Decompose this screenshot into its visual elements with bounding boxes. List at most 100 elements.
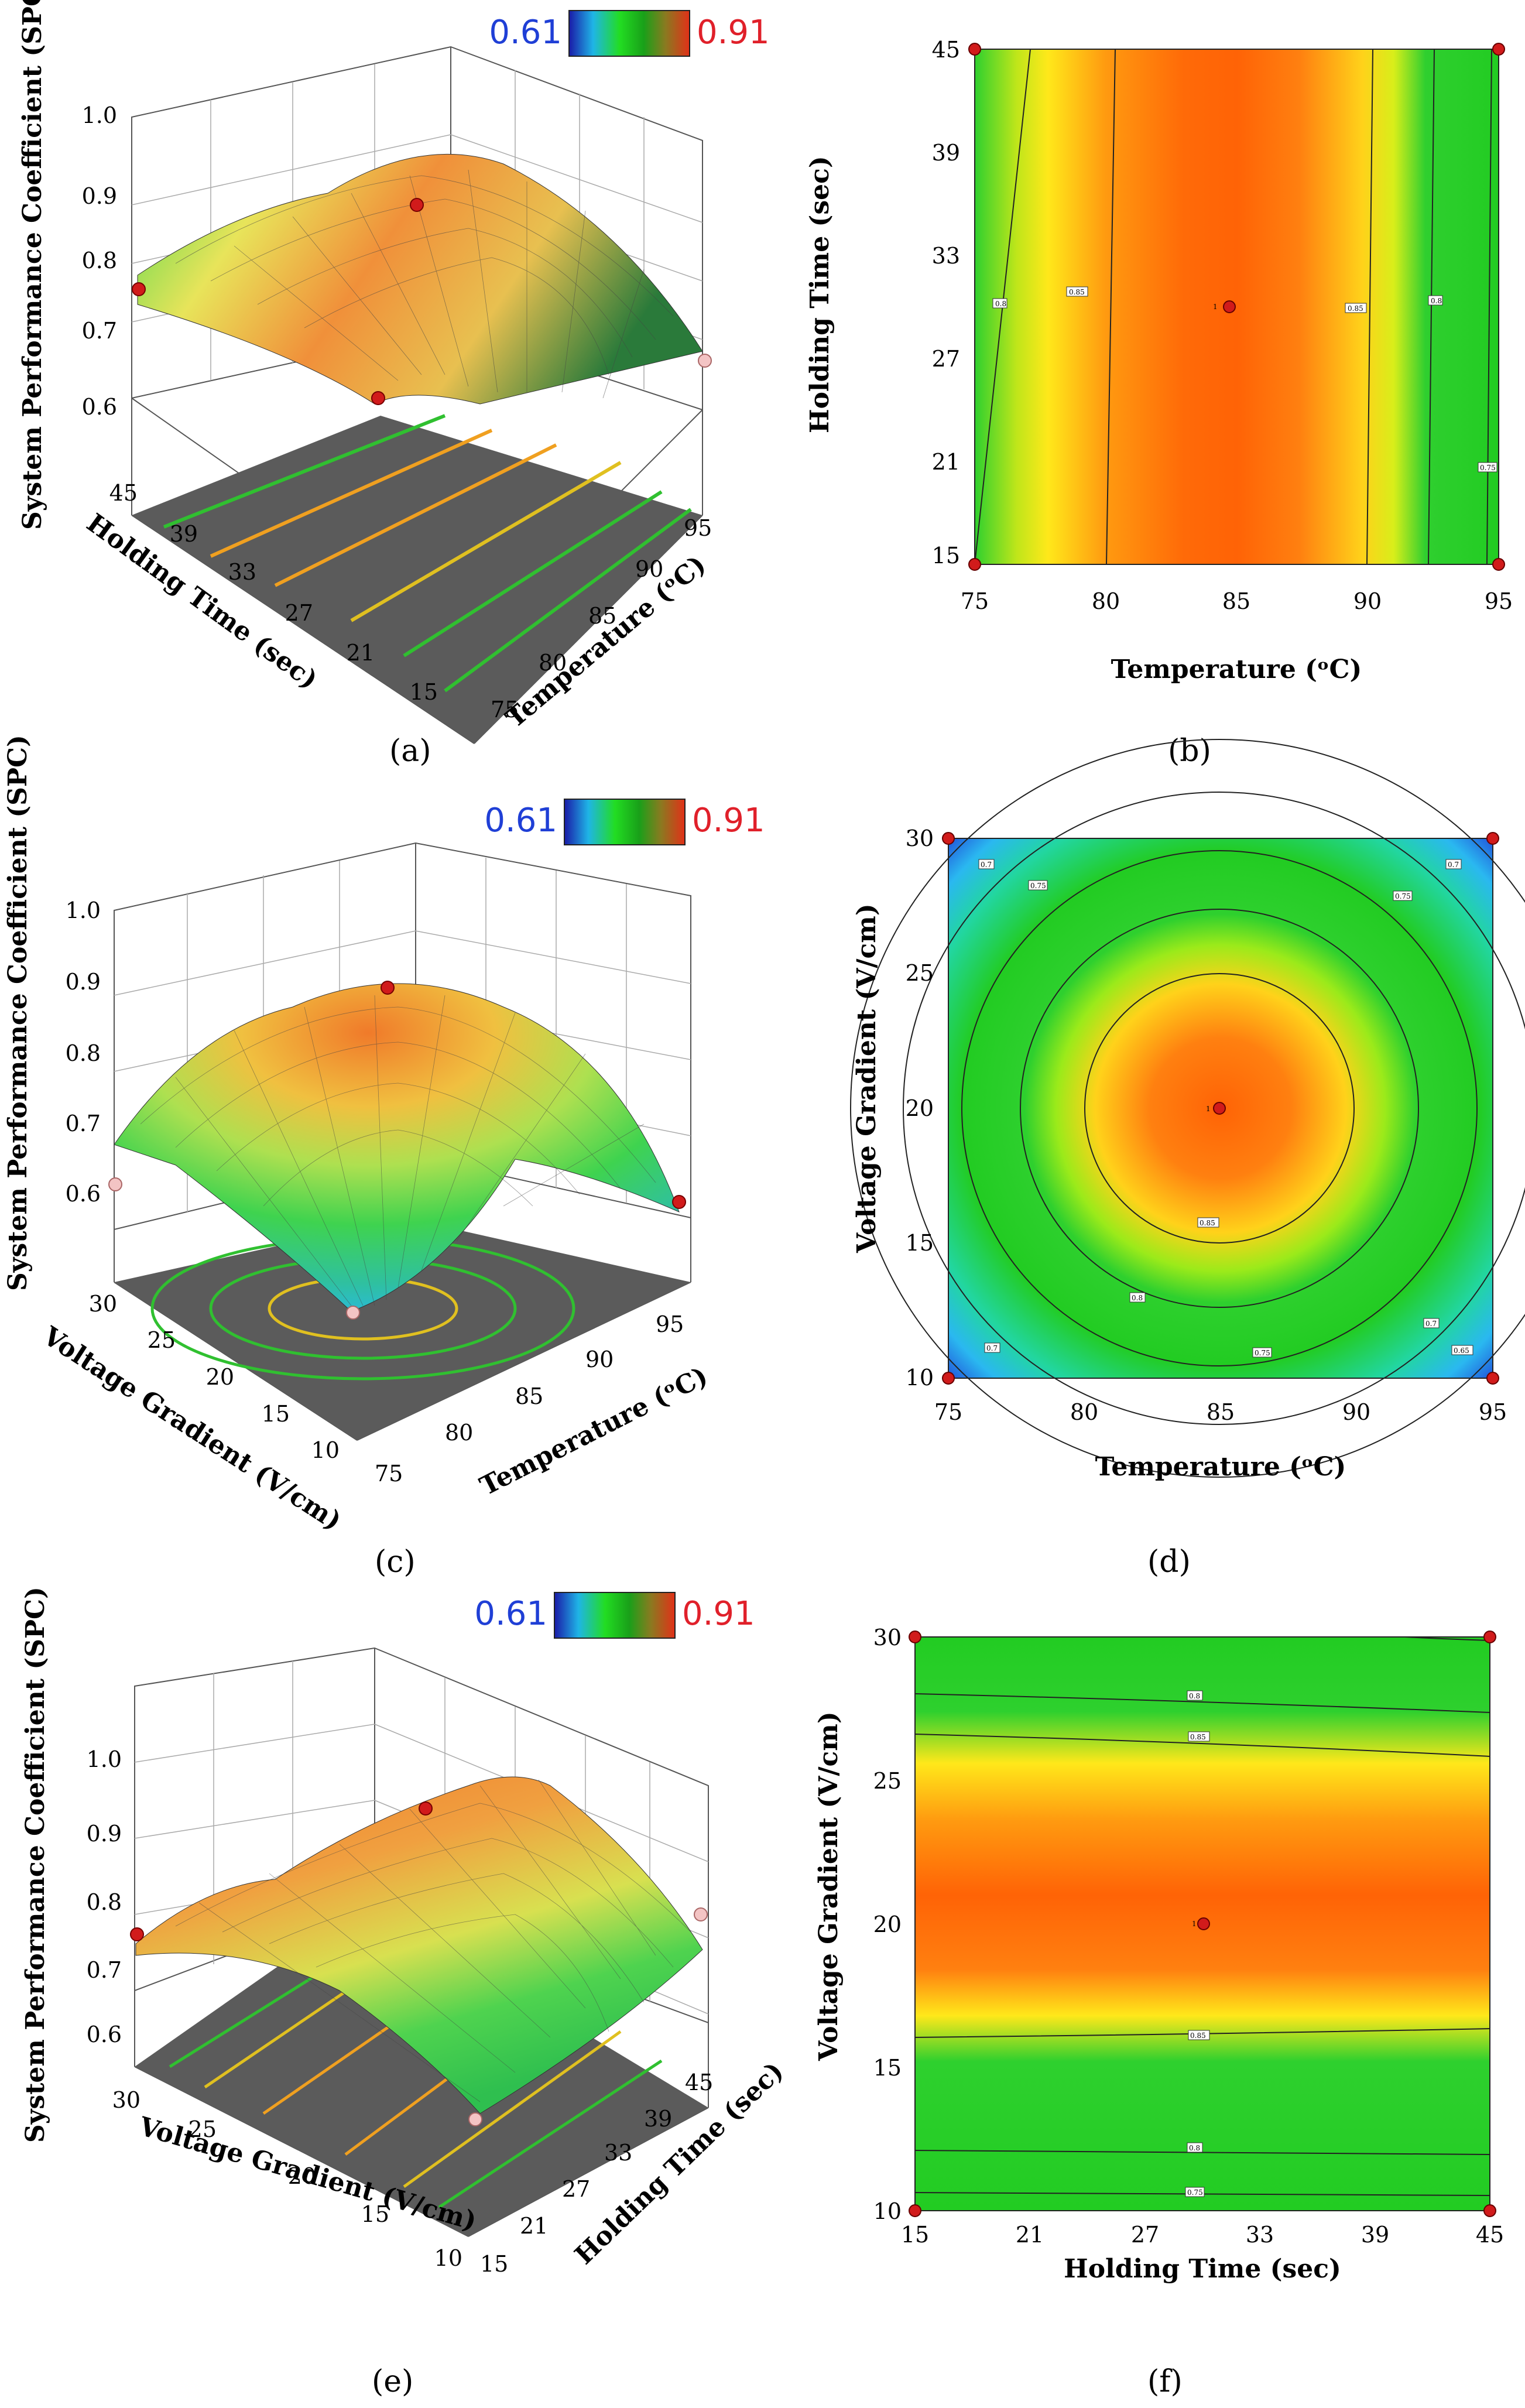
y-axis-title-f: Voltage Gradient (V/cm) xyxy=(814,1711,844,2061)
contour-labels-f: 0.8 0.85 1 0.85 0.8 0.75 xyxy=(1185,1690,1210,2197)
contour-label: 0.85 xyxy=(1190,1733,1206,1741)
surface-mesh-e xyxy=(175,1779,691,2102)
panel-a: 0.61 0.91 xyxy=(18,0,770,769)
x-tick: 21 xyxy=(520,2213,548,2239)
y-tick: 25 xyxy=(906,960,934,986)
design-point xyxy=(346,1306,360,1320)
contour-label: 0.8 xyxy=(995,300,1006,308)
contour-label: 0.85 xyxy=(1069,288,1085,296)
y-tick: 21 xyxy=(932,449,960,475)
y-ticks-c: 30 25 20 15 10 xyxy=(89,1291,340,1463)
contour-label: 0.85 xyxy=(1200,1219,1215,1227)
x-tick: 27 xyxy=(1131,2222,1159,2248)
z-tick: 0.8 xyxy=(87,1889,122,1915)
surface-c xyxy=(114,983,680,1312)
design-point xyxy=(371,391,385,405)
y-tick: 30 xyxy=(906,825,934,851)
y-tick: 20 xyxy=(873,1912,902,1937)
contour-label: 0.65 xyxy=(1454,1347,1469,1355)
y-tick: 10 xyxy=(311,1437,340,1463)
y-tick: 20 xyxy=(206,1364,234,1390)
colorbar-max: 0.91 xyxy=(682,1595,755,1633)
contour-label: 0.75 xyxy=(1480,464,1496,472)
design-point xyxy=(909,1631,921,1643)
z-tick: 0.8 xyxy=(82,248,117,273)
y-tick: 39 xyxy=(170,521,198,547)
x-tick: 45 xyxy=(1476,2222,1504,2248)
x-tick: 21 xyxy=(1016,2222,1044,2248)
contour-label: 0.75 xyxy=(1030,882,1046,890)
x-tick: 39 xyxy=(644,2106,672,2132)
x-tick: 90 xyxy=(585,1347,614,1372)
y-ticks-f: 30 25 20 15 10 xyxy=(873,1625,902,2224)
x-tick: 90 xyxy=(635,556,663,582)
colorbar-min: 0.61 xyxy=(489,13,562,52)
x-tick: 85 xyxy=(515,1383,543,1409)
contour-label: 0.7 xyxy=(981,861,992,869)
colorbar-max: 0.91 xyxy=(697,13,770,52)
x-tick: 75 xyxy=(961,588,989,614)
contour-label: 1 xyxy=(1192,1920,1197,1928)
surface-mesh-a xyxy=(175,169,674,399)
x-tick: 80 xyxy=(1092,588,1120,614)
x-tick: 80 xyxy=(1070,1399,1098,1425)
z-tick: 1.0 xyxy=(66,898,101,923)
y-tick: 15 xyxy=(361,2201,389,2227)
caption-a: (a) xyxy=(389,734,431,769)
design-point xyxy=(942,1372,955,1385)
plot-area-d xyxy=(850,739,1525,1478)
z-axis-title-e: System Performance Coefficient (SPC) xyxy=(20,1587,50,2143)
panel-b: 0.8 0.85 1 0.85 0.8 0.75 45 39 33 27 21 … xyxy=(805,37,1513,769)
x-ticks-f: 15 21 27 33 39 45 xyxy=(901,2222,1504,2248)
x-axis-title-b: Temperature (ᵒC) xyxy=(1111,655,1362,684)
x-tick: 39 xyxy=(1361,2222,1389,2248)
z-tick: 0.6 xyxy=(82,394,117,420)
design-point xyxy=(942,832,955,845)
caption-e: (e) xyxy=(372,2364,413,2399)
y-tick: 21 xyxy=(347,640,375,666)
caption-b: (b) xyxy=(1168,734,1211,769)
caption-c: (c) xyxy=(375,1544,416,1580)
x-axis-title-d: Temperature (ᵒC) xyxy=(1095,1452,1346,1482)
x-tick: 85 xyxy=(1207,1399,1235,1425)
y-tick: 20 xyxy=(906,1095,934,1121)
design-point xyxy=(1223,300,1236,313)
y-tick: 30 xyxy=(89,1291,117,1317)
colorbar-max: 0.91 xyxy=(692,801,765,840)
x-ticks-a: 75 80 85 90 95 xyxy=(491,515,712,722)
design-point xyxy=(1213,1102,1226,1115)
design-point xyxy=(694,1907,708,1921)
x-axis-title-f: Holding Time (sec) xyxy=(1064,2254,1341,2284)
contour-label: 0.8 xyxy=(1431,297,1442,305)
design-point xyxy=(381,981,395,995)
z-ticks-a: 1.0 0.9 0.8 0.7 0.6 xyxy=(82,102,117,420)
design-point xyxy=(1483,1631,1496,1643)
y-tick: 10 xyxy=(873,2198,902,2224)
design-point xyxy=(1492,558,1505,571)
z-tick: 0.9 xyxy=(66,969,101,995)
design-point xyxy=(698,354,712,368)
y-tick: 15 xyxy=(873,2055,902,2081)
contour-label: 1 xyxy=(1213,303,1218,311)
surface-a xyxy=(137,153,703,405)
panel-d: 0.7 0.75 0.75 0.7 0.85 0.8 0.7 0.75 0.7 … xyxy=(850,739,1525,1580)
design-point xyxy=(1486,832,1499,845)
floor-e xyxy=(135,1903,708,2236)
x-tick: 75 xyxy=(491,697,519,722)
surface-mesh-c xyxy=(140,995,656,1306)
y-ticks-a: 45 39 33 27 21 15 xyxy=(109,480,438,705)
contour-label: 0.8 xyxy=(1189,2144,1200,2152)
y-tick: 25 xyxy=(873,1768,902,1794)
design-point xyxy=(968,558,981,571)
colorbar-min: 0.61 xyxy=(484,801,557,840)
y-tick: 30 xyxy=(112,2087,140,2113)
design-point xyxy=(1492,43,1505,56)
x-tick: 90 xyxy=(1342,1399,1370,1425)
z-ticks-e: 1.0 0.9 0.8 0.7 0.6 xyxy=(87,1746,122,2047)
z-tick: 0.9 xyxy=(87,1821,122,1847)
design-point xyxy=(1197,1917,1210,1930)
x-tick: 80 xyxy=(445,1420,473,1446)
y-tick: 33 xyxy=(932,243,960,269)
panel-c: 0.61 0.91 xyxy=(3,735,765,1580)
